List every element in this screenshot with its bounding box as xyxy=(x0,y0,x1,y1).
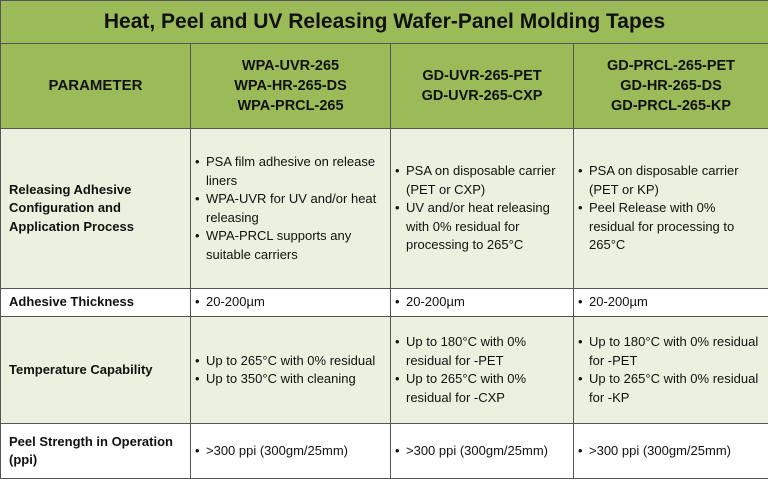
bullet-item: PSA on disposable carrier (PET or KP) xyxy=(578,162,764,199)
table-row: Releasing Adhesive Configuration and App… xyxy=(0,128,768,289)
row-label: Peel Strength in Operation (ppi) xyxy=(0,423,191,479)
cell: >300 ppi (300gm/25mm) xyxy=(573,423,768,479)
header-col2: GD-UVR-265-PET GD-UVR-265-CXP xyxy=(390,43,574,129)
bullet-item: PSA on disposable carrier (PET or CXP) xyxy=(395,162,569,199)
header-parameter: PARAMETER xyxy=(0,43,191,129)
table-row: Peel Strength in Operation (ppi) >300 pp… xyxy=(0,423,768,479)
cell: Up to 180°C with 0% residual for -PETUp … xyxy=(573,316,768,424)
cell: >300 ppi (300gm/25mm) xyxy=(190,423,391,479)
cell: Up to 265°C with 0% residualUp to 350°C … xyxy=(190,316,391,424)
cell: PSA on disposable carrier (PET or CXP)UV… xyxy=(390,128,574,289)
product-name: GD-UVR-265-CXP xyxy=(421,88,543,104)
bullet-item: 20-200µm xyxy=(395,293,569,312)
header-col3: GD-PRCL-265-PET GD-HR-265-DS GD-PRCL-265-K… xyxy=(573,43,768,129)
row-label: Releasing Adhesive Configuration and App… xyxy=(0,128,191,289)
product-name: GD-UVR-265-PET xyxy=(422,68,542,84)
product-name: GD-PRCL-265-KP xyxy=(610,98,732,114)
cell: PSA film adhesive on release linersWPA-U… xyxy=(190,128,391,289)
product-name: WPA-HR-265-DS xyxy=(234,78,347,94)
table-row: Temperature Capability Up to 265°C with … xyxy=(0,316,768,424)
product-name: WPA-UVR-265 xyxy=(241,58,340,74)
bullet-item: Peel Release with 0% residual for proces… xyxy=(578,199,764,255)
bullet-item: UV and/or heat releasing with 0% residua… xyxy=(395,199,569,255)
bullet-item: WPA-UVR for UV and/or heat releasing xyxy=(195,190,386,227)
product-name: GD-HR-265-DS xyxy=(620,78,722,94)
bullet-item: Up to 265°C with 0% residual xyxy=(195,352,386,371)
row-label: Adhesive Thickness xyxy=(0,288,191,317)
bullet-item: Up to 265°C with 0% residual for -CXP xyxy=(395,370,569,407)
bullet-item: Up to 180°C with 0% residual for -PET xyxy=(578,333,764,370)
bullet-item: Up to 180°C with 0% residual for -PET xyxy=(395,333,569,370)
bullet-item: 20-200µm xyxy=(578,293,764,312)
row-label: Temperature Capability xyxy=(0,316,191,424)
bullet-item: >300 ppi (300gm/25mm) xyxy=(195,442,386,461)
table-title: Heat, Peel and UV Releasing Wafer-Panel … xyxy=(0,0,768,44)
bullet-item: >300 ppi (300gm/25mm) xyxy=(578,442,764,461)
cell: 20-200µm xyxy=(190,288,391,317)
cell: 20-200µm xyxy=(390,288,574,317)
cell: PSA on disposable carrier (PET or KP)Pee… xyxy=(573,128,768,289)
bullet-item: Up to 350°C with cleaning xyxy=(195,370,386,389)
bullet-item: PSA film adhesive on release liners xyxy=(195,153,386,190)
cell: Up to 180°C with 0% residual for -PETUp … xyxy=(390,316,574,424)
header-col1: WPA-UVR-265 WPA-HR-265-DS WPA-PRCL-265 xyxy=(190,43,391,129)
product-name: GD-PRCL-265-PET xyxy=(606,58,736,74)
table-row: Adhesive Thickness 20-200µm 20-200µm 20-… xyxy=(0,288,768,317)
product-name: WPA-PRCL-265 xyxy=(237,98,344,114)
bullet-item: WPA-PRCL supports any suitable carriers xyxy=(195,227,386,264)
cell: >300 ppi (300gm/25mm) xyxy=(390,423,574,479)
bullet-item: 20-200µm xyxy=(195,293,386,312)
cell: 20-200µm xyxy=(573,288,768,317)
bullet-item: Up to 265°C with 0% residual for -KP xyxy=(578,370,764,407)
bullet-item: >300 ppi (300gm/25mm) xyxy=(395,442,569,461)
